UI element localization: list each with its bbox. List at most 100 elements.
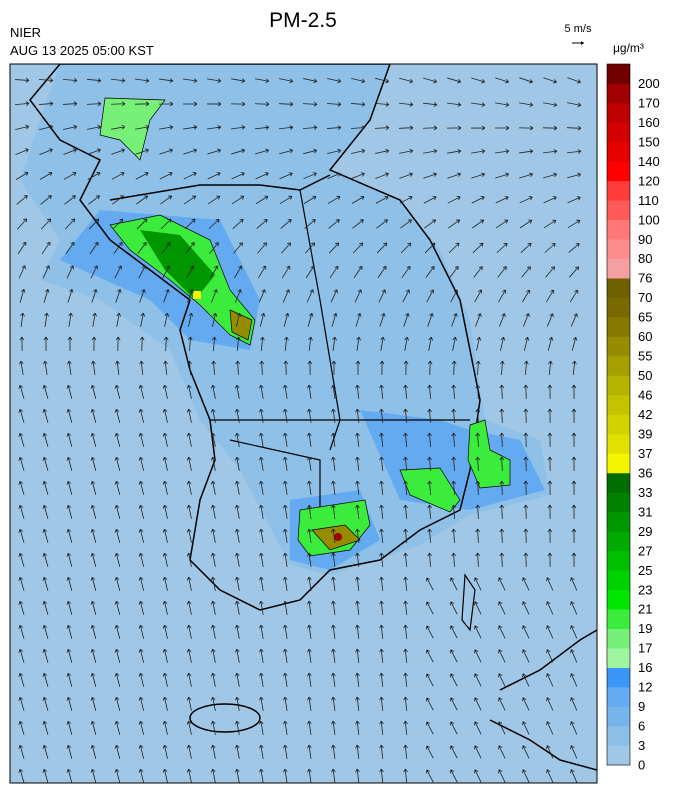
- wind-arrow: [398, 102, 414, 107]
- wind-arrow: [474, 745, 482, 759]
- wind-arrow: [186, 504, 192, 519]
- wind-arrow: [522, 673, 530, 687]
- wind-arrow: [424, 219, 437, 229]
- wind-arrow: [328, 219, 340, 229]
- wind-arrow: [547, 384, 553, 400]
- wind-arrow: [184, 218, 196, 230]
- wind-arrow: [42, 408, 49, 423]
- wind-arrow: [474, 769, 482, 783]
- wind-arrow: [449, 769, 458, 783]
- wind-arrow: [571, 432, 577, 448]
- wind-arrow: [570, 697, 578, 711]
- wind-arrow: [186, 744, 192, 759]
- wind-arrow: [160, 218, 172, 230]
- colorbar-label: 0: [638, 758, 645, 773]
- wind-arrow: [42, 672, 49, 687]
- wind-arrow: [114, 600, 121, 615]
- wind-arrow: [66, 768, 73, 783]
- wind-arrow: [279, 195, 293, 205]
- wind-arrow: [352, 242, 364, 254]
- wind-arrow: [376, 219, 388, 229]
- wind-arrow: [90, 552, 97, 567]
- wind-arrow: [162, 456, 168, 471]
- colorbar-segment: [607, 83, 630, 104]
- wind-arrow: [234, 480, 240, 495]
- wind-arrow: [186, 672, 192, 687]
- colorbar-segment: [607, 648, 630, 668]
- wind-arrow: [234, 408, 240, 423]
- wind-arrow: [471, 77, 486, 84]
- wind-arrow: [162, 744, 168, 759]
- colorbar-label: 29: [638, 524, 652, 539]
- wind-arrow: [258, 744, 264, 759]
- wind-arrow: [403, 408, 408, 424]
- wind-arrow: [186, 600, 192, 615]
- wind-arrow: [379, 744, 384, 760]
- wind-arrow: [258, 648, 264, 663]
- wind-arrow: [18, 576, 25, 591]
- wind-arrow: [256, 218, 268, 229]
- wind-arrow: [351, 195, 365, 204]
- wind-arrow: [139, 336, 145, 352]
- wind-arrow: [546, 625, 554, 639]
- wind-arrow: [114, 408, 121, 423]
- wind-arrow: [447, 77, 462, 84]
- wind-arrow: [187, 360, 192, 376]
- wind-arrow: [234, 456, 240, 471]
- wind-arrow: [135, 171, 149, 180]
- wind-arrow: [135, 148, 149, 155]
- wind-arrow: [186, 552, 192, 567]
- wind-arrow: [139, 360, 144, 376]
- colorbar-segment: [607, 550, 630, 571]
- wind-arrow: [92, 312, 97, 327]
- wind-arrow: [258, 696, 264, 711]
- wind-arrow: [138, 744, 145, 759]
- wind-arrow: [283, 480, 288, 495]
- wind-arrow: [500, 336, 506, 351]
- wind-arrow: [543, 219, 557, 229]
- wind-arrow: [183, 78, 198, 83]
- wind-arrow: [522, 601, 530, 615]
- wind-arrow: [425, 577, 434, 591]
- wind-arrow: [499, 360, 505, 376]
- wind-arrow: [355, 456, 360, 471]
- wind-arrow: [331, 624, 336, 639]
- wind-arrow: [307, 384, 312, 399]
- wind-arrow: [18, 672, 25, 687]
- wind-arrow: [523, 552, 529, 568]
- wind-arrow: [379, 576, 384, 592]
- wind-arrow: [379, 648, 384, 664]
- wind-arrow: [159, 172, 173, 180]
- wind-arrow: [428, 336, 434, 351]
- wind-arrow: [258, 384, 264, 399]
- wind-arrow: [110, 101, 126, 107]
- wind-arrow: [570, 673, 578, 687]
- wind-arrow: [42, 432, 49, 447]
- wind-arrow: [283, 600, 288, 615]
- wind-arrow: [403, 576, 408, 592]
- colorbar-segment: [607, 706, 630, 727]
- wind-arrow: [89, 241, 99, 254]
- wind-arrow: [331, 744, 336, 759]
- wind-arrow: [114, 265, 123, 279]
- colorbar-segment: [607, 102, 630, 123]
- wind-arrow: [186, 624, 192, 639]
- wind-arrow: [211, 289, 218, 303]
- wind-arrow: [522, 313, 530, 327]
- wind-arrow: [186, 696, 192, 711]
- wind-arrow: [90, 720, 97, 735]
- wind-arrow: [66, 408, 73, 423]
- wind-arrow: [403, 528, 408, 544]
- colorbar-segment: [607, 628, 630, 649]
- wind-arrow: [134, 101, 150, 107]
- wind-arrow: [546, 289, 555, 303]
- wind-arrow: [572, 360, 577, 376]
- wind-arrow: [90, 384, 97, 399]
- wind-arrow: [210, 480, 216, 495]
- wind-arrow: [546, 745, 554, 759]
- wind-arrow: [42, 265, 50, 279]
- wind-arrow: [447, 148, 462, 154]
- wind-arrow: [571, 336, 578, 351]
- wind-arrow: [403, 744, 408, 760]
- wind-arrow: [498, 769, 506, 783]
